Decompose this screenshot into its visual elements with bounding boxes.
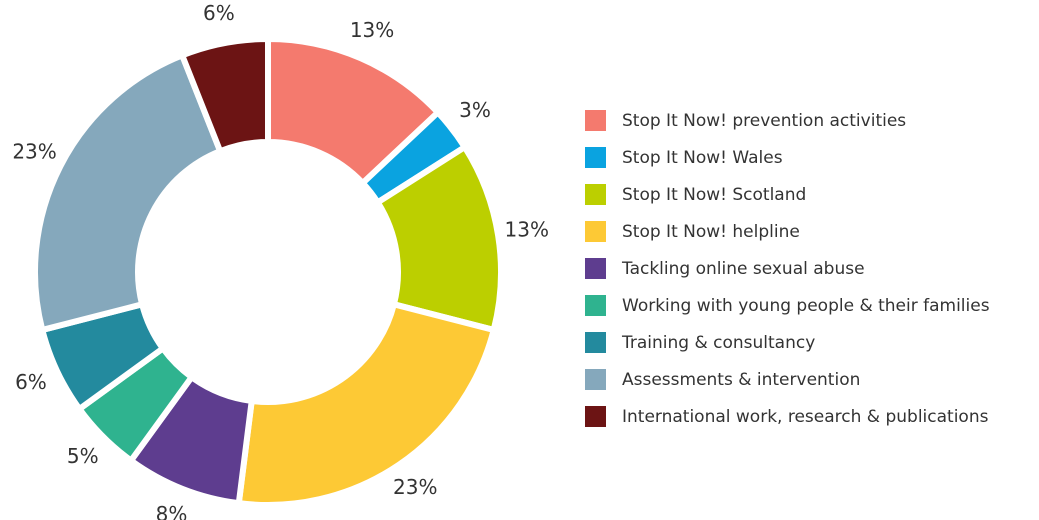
legend-label: Working with young people & their famili… [622,296,990,316]
legend-label: Stop It Now! Scotland [622,185,806,205]
legend-swatch [585,295,606,316]
legend-swatch [585,258,606,279]
legend-label: Tackling online sexual abuse [621,259,865,279]
data-label: 3% [459,98,491,122]
data-label: 13% [350,18,394,42]
slice [178,35,271,156]
data-label: 5% [67,444,99,468]
data-label: 8% [156,502,188,520]
legend-swatch [585,369,606,390]
legend-label: Stop It Now! prevention activities [622,111,906,131]
legend-swatch [585,110,606,131]
legend-label: Stop It Now! helpline [622,222,800,242]
legend-swatch [585,221,606,242]
slice [235,300,498,508]
data-label: 13% [505,218,549,242]
legend-label: Stop It Now! Wales [622,148,783,168]
data-label: 23% [393,475,437,499]
legend-swatch [585,184,606,205]
legend-label: Assessments & intervention [622,370,860,390]
legend-label: International work, research & publicati… [622,407,989,427]
legend-swatch [585,147,606,168]
legend-label: Training & consultancy [621,333,815,353]
legend-swatch [585,332,606,353]
slice [32,51,225,334]
legend-swatch [585,406,606,427]
data-label: 23% [12,140,56,164]
data-label: 6% [15,370,47,394]
data-label: 6% [203,1,235,25]
